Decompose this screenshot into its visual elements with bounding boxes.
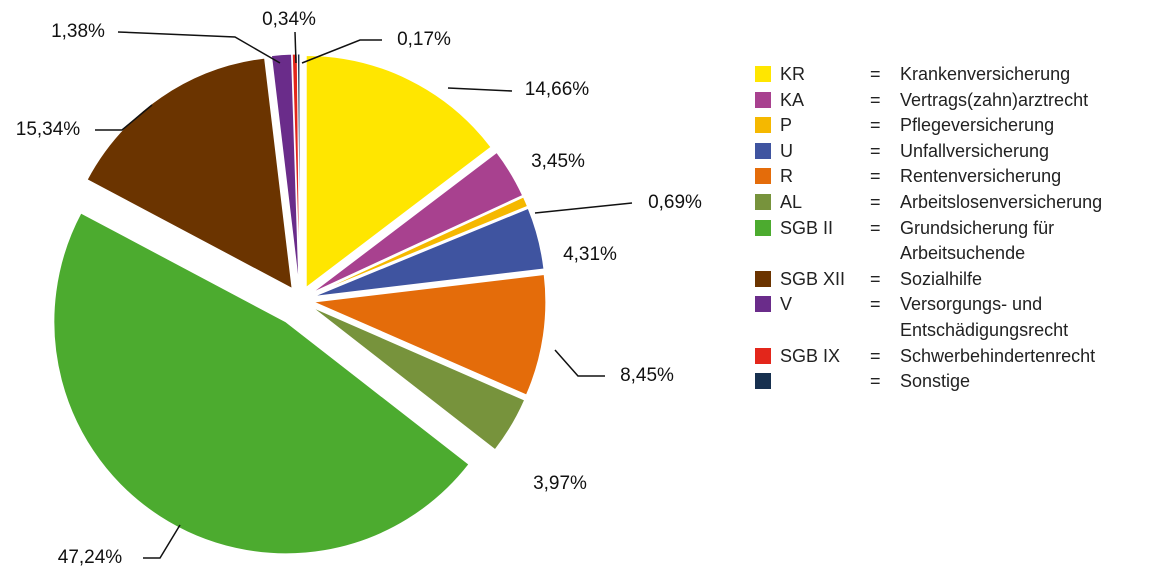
- legend-separator: =: [870, 345, 881, 366]
- legend-separator: =: [870, 64, 881, 84]
- pie-slice: [270, 53, 300, 287]
- data-label: 15,34%: [16, 119, 81, 140]
- legend-item: KA = Vertrags(zahn)arztrecht: [755, 88, 1146, 114]
- legend-description: Vertrags(zahn)arztrecht: [900, 89, 1089, 110]
- legend-swatch: [755, 66, 771, 82]
- leader-line: [534, 202, 633, 214]
- legend-code: U: [780, 140, 793, 161]
- legend-separator: =: [870, 294, 881, 315]
- legend-swatch: [755, 142, 771, 159]
- legend-description: Pflegeversicherung: [900, 115, 1055, 136]
- legend-description: Unfallversicherung: [900, 140, 1050, 161]
- legend-separator: =: [870, 191, 881, 212]
- leader-line: [447, 87, 513, 92]
- legend-item: SGB IX = Schwerbehindertenrecht: [755, 344, 1146, 370]
- data-label: 47,24%: [58, 547, 123, 568]
- legend-swatch: [755, 270, 771, 287]
- data-label: 0,34%: [262, 9, 316, 30]
- leader-line: [95, 104, 153, 131]
- legend-code: SGB II: [780, 217, 834, 238]
- legend-swatch: [755, 219, 771, 236]
- pie-slice: [311, 274, 547, 396]
- legend-item: AL = Arbeitslosenversicherung: [755, 190, 1146, 216]
- legend-swatch: [755, 91, 771, 108]
- legend-code: V: [780, 294, 793, 315]
- legend-separator: =: [870, 217, 881, 238]
- legend-item: R = Rentenversicherung: [755, 164, 1146, 190]
- legend-swatch: [755, 193, 771, 210]
- legend-description: Sozialhilfe: [900, 268, 983, 289]
- pie-chart: 14,66% 3,45% 0,69% 4,31% 8,45% 3,97% 47,24% 15,…: [16, 9, 702, 568]
- legend-separator: =: [870, 140, 881, 161]
- legend-description: Sonstige: [900, 371, 971, 392]
- data-label: 3,45%: [531, 151, 585, 172]
- pie-slice: [53, 212, 470, 555]
- legend-code: R: [780, 166, 793, 187]
- legend: KR = Krankenversicherung KA = Vertrags(zahn)a…: [755, 62, 1146, 395]
- legend-code: SGB XII: [780, 268, 846, 289]
- legend-item: KR = Krankenversicherung: [755, 62, 1146, 88]
- legend-separator: =: [870, 268, 881, 289]
- legend-swatch: [755, 373, 771, 390]
- leader-line: [117, 31, 281, 64]
- data-label: 0,69%: [648, 192, 702, 213]
- legend-separator: =: [870, 89, 881, 110]
- pie-slice: [311, 151, 524, 294]
- leader-line: [554, 349, 605, 377]
- legend-swatch: [755, 168, 771, 185]
- legend-description: Rentenversicherung: [900, 166, 1062, 187]
- legend-item: U = Unfallversicherung: [755, 139, 1146, 165]
- data-label: 1,38%: [51, 21, 105, 42]
- leader-line: [143, 524, 181, 559]
- legend-swatch: [755, 296, 771, 313]
- pie-slice: [305, 54, 492, 289]
- legend-item: P = Pflegeversicherung: [755, 113, 1146, 139]
- legend-separator: =: [870, 115, 881, 136]
- legend-code: SGB IX: [780, 345, 841, 366]
- data-label: 14,66%: [525, 79, 590, 100]
- legend-description: Grundsicherung für Arbeitsuchende: [900, 217, 1055, 264]
- legend-swatch: [755, 347, 771, 364]
- legend-code: P: [780, 115, 793, 136]
- legend-description: Krankenversicherung: [900, 64, 1071, 84]
- data-label: 3,97%: [533, 473, 587, 494]
- pie-slice: [313, 207, 545, 297]
- legend-description: Arbeitslosenversicherung: [900, 191, 1103, 212]
- legend-separator: =: [870, 371, 881, 392]
- pie-slice: [296, 53, 301, 287]
- legend-code: KR: [780, 64, 806, 84]
- leader-line: [301, 39, 382, 64]
- legend-item: SGB XII = Sozialhilfe: [755, 267, 1146, 293]
- data-label: 0,17%: [397, 29, 451, 50]
- pie-slice: [312, 196, 529, 295]
- legend-description: Versorgungs- und Entschädigungsrecht: [900, 294, 1069, 340]
- leader-line: [294, 31, 297, 64]
- legend-description: Schwerbehindertenrecht: [900, 345, 1096, 366]
- pie-slice: [311, 306, 526, 451]
- legend-item: = Sonstige: [755, 369, 1146, 395]
- legend-code: KA: [780, 89, 805, 110]
- legend-item: V = Versorgungs- und Entschädigungsrecht: [755, 292, 1146, 343]
- legend-swatch: [755, 117, 771, 134]
- data-label: 8,45%: [620, 365, 674, 386]
- legend-separator: =: [870, 166, 881, 187]
- legend-item: SGB II = Grundsicherung für Arbeitsuchende: [755, 216, 1146, 267]
- legend-code: AL: [780, 191, 803, 212]
- data-label: 4,31%: [563, 244, 617, 265]
